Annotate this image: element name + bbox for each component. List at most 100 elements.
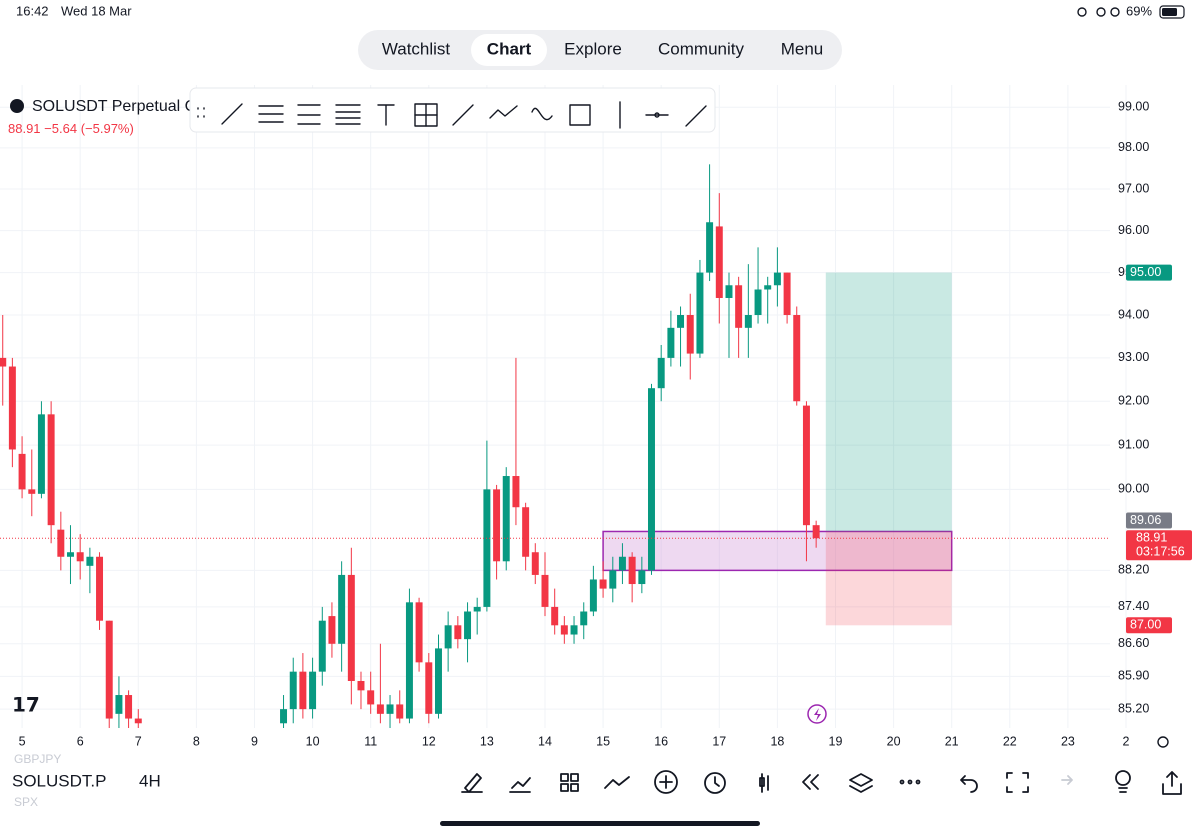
status-icons xyxy=(1077,7,1120,17)
footer-interval[interactable]: 4H xyxy=(139,771,161,790)
candle-body xyxy=(773,272,781,286)
candle-body xyxy=(115,695,123,714)
plot xyxy=(0,164,1110,728)
y-tick-label: 85.90 xyxy=(1118,669,1149,683)
target-area xyxy=(825,272,952,532)
candle-body xyxy=(599,579,607,589)
y-tick-label: 93.00 xyxy=(1118,350,1149,364)
tab[interactable]: Community xyxy=(658,39,744,58)
y-tick-label: 90.00 xyxy=(1118,482,1149,496)
candle-body xyxy=(609,570,617,589)
ghost-symbol: SPX xyxy=(14,795,38,809)
price-tag xyxy=(1126,264,1172,281)
price-tag-label: 87.00 xyxy=(1130,618,1161,632)
x-tick-label: 23 xyxy=(1061,734,1075,748)
x-tick-label: 17 xyxy=(712,734,726,748)
price-tag-label: 89.06 xyxy=(1130,513,1161,527)
candle-body xyxy=(512,476,520,508)
x-tick-label: 10 xyxy=(306,734,320,748)
candle-body xyxy=(66,552,74,557)
candle-body xyxy=(648,388,655,571)
x-tick-label: 21 xyxy=(945,734,959,748)
candle-body xyxy=(560,625,568,635)
candle-body xyxy=(483,489,491,607)
candle-body xyxy=(522,507,530,557)
candle-body xyxy=(96,556,104,621)
x-tick-label: 7 xyxy=(135,734,142,748)
candle-body xyxy=(589,579,597,612)
change-pct: (−5.97%) xyxy=(81,121,134,136)
price-tag xyxy=(1126,617,1172,634)
candle-body xyxy=(551,606,559,626)
tab[interactable]: Chart xyxy=(487,39,532,58)
candle-body xyxy=(541,574,549,607)
candle-body xyxy=(289,671,297,710)
candle-body xyxy=(435,648,442,714)
candle-body xyxy=(386,704,394,714)
candle-body xyxy=(464,611,472,640)
x-tick-label: 18 xyxy=(770,734,784,748)
settings-icon[interactable] xyxy=(1157,736,1169,748)
stop-area xyxy=(825,531,952,626)
footer-symbol[interactable]: SOLUSDT.P xyxy=(12,771,106,790)
x-tick-label: 9 xyxy=(251,734,258,748)
tv-logo: 𝟭𝟳 xyxy=(12,694,40,716)
candle-body xyxy=(37,414,45,494)
x-tick-label: 15 xyxy=(596,734,610,748)
candle-body xyxy=(715,226,723,298)
y-tick-label: 99.00 xyxy=(1118,100,1149,114)
candle-body xyxy=(531,552,539,575)
candle-body xyxy=(318,620,326,672)
candle-body xyxy=(357,680,365,691)
candle-body xyxy=(473,606,481,612)
candle-body xyxy=(376,704,384,714)
y-tick-label: 85.20 xyxy=(1118,701,1149,715)
candle-body xyxy=(570,625,578,635)
candle-body xyxy=(415,602,423,663)
candle-body xyxy=(657,357,665,389)
x-tick-label: 22 xyxy=(1003,734,1017,748)
alert-bolt xyxy=(814,708,821,721)
candle-body xyxy=(454,625,462,640)
candle-body xyxy=(28,489,36,494)
symbol-icon xyxy=(10,99,24,113)
y-tick-label: 98.00 xyxy=(1118,140,1149,154)
x-tick-label: 2 xyxy=(1123,734,1130,748)
candle-body xyxy=(696,272,704,354)
candle-body xyxy=(367,690,375,705)
alert-icon[interactable] xyxy=(807,704,827,724)
y-tick-label: 91.00 xyxy=(1118,437,1149,451)
tab[interactable]: Explore xyxy=(564,39,622,58)
battery-icon xyxy=(1159,5,1185,19)
x-tick-label: 13 xyxy=(480,734,494,748)
toolbar-icons[interactable] xyxy=(197,101,707,129)
last-price: 88.91 xyxy=(8,121,41,136)
candle-body xyxy=(76,552,84,562)
candle-body xyxy=(638,570,646,585)
x-tick-label: 14 xyxy=(538,734,552,748)
candle-body xyxy=(47,414,55,526)
x-tick-label: 5 xyxy=(19,734,26,748)
y-tick-label: 87.40 xyxy=(1118,599,1149,613)
candle-body xyxy=(686,315,694,354)
candle-body xyxy=(405,602,413,719)
candle-body xyxy=(493,489,501,562)
x-tick-label: 19 xyxy=(829,734,843,748)
candle-body xyxy=(8,366,16,450)
candle-body xyxy=(57,529,65,557)
candle-body xyxy=(338,574,346,644)
tab[interactable]: Watchlist xyxy=(382,39,451,58)
change: −5.64 xyxy=(44,121,77,136)
tab[interactable]: Menu xyxy=(781,39,824,58)
last-price-label: 88.91 xyxy=(1136,531,1167,545)
price-change: 88.91 −5.64 (−5.97%) xyxy=(8,121,134,136)
candle-body xyxy=(299,671,307,710)
symbol-title: SOLUSDT Perpetual C xyxy=(32,98,196,115)
countdown: 03:17:56 xyxy=(1136,545,1185,559)
status-time: 16:42 xyxy=(16,3,49,18)
x-tick-label: 8 xyxy=(193,734,200,748)
candle-body xyxy=(735,285,743,328)
footer-icons[interactable] xyxy=(461,770,1182,795)
candle-body xyxy=(502,476,510,562)
